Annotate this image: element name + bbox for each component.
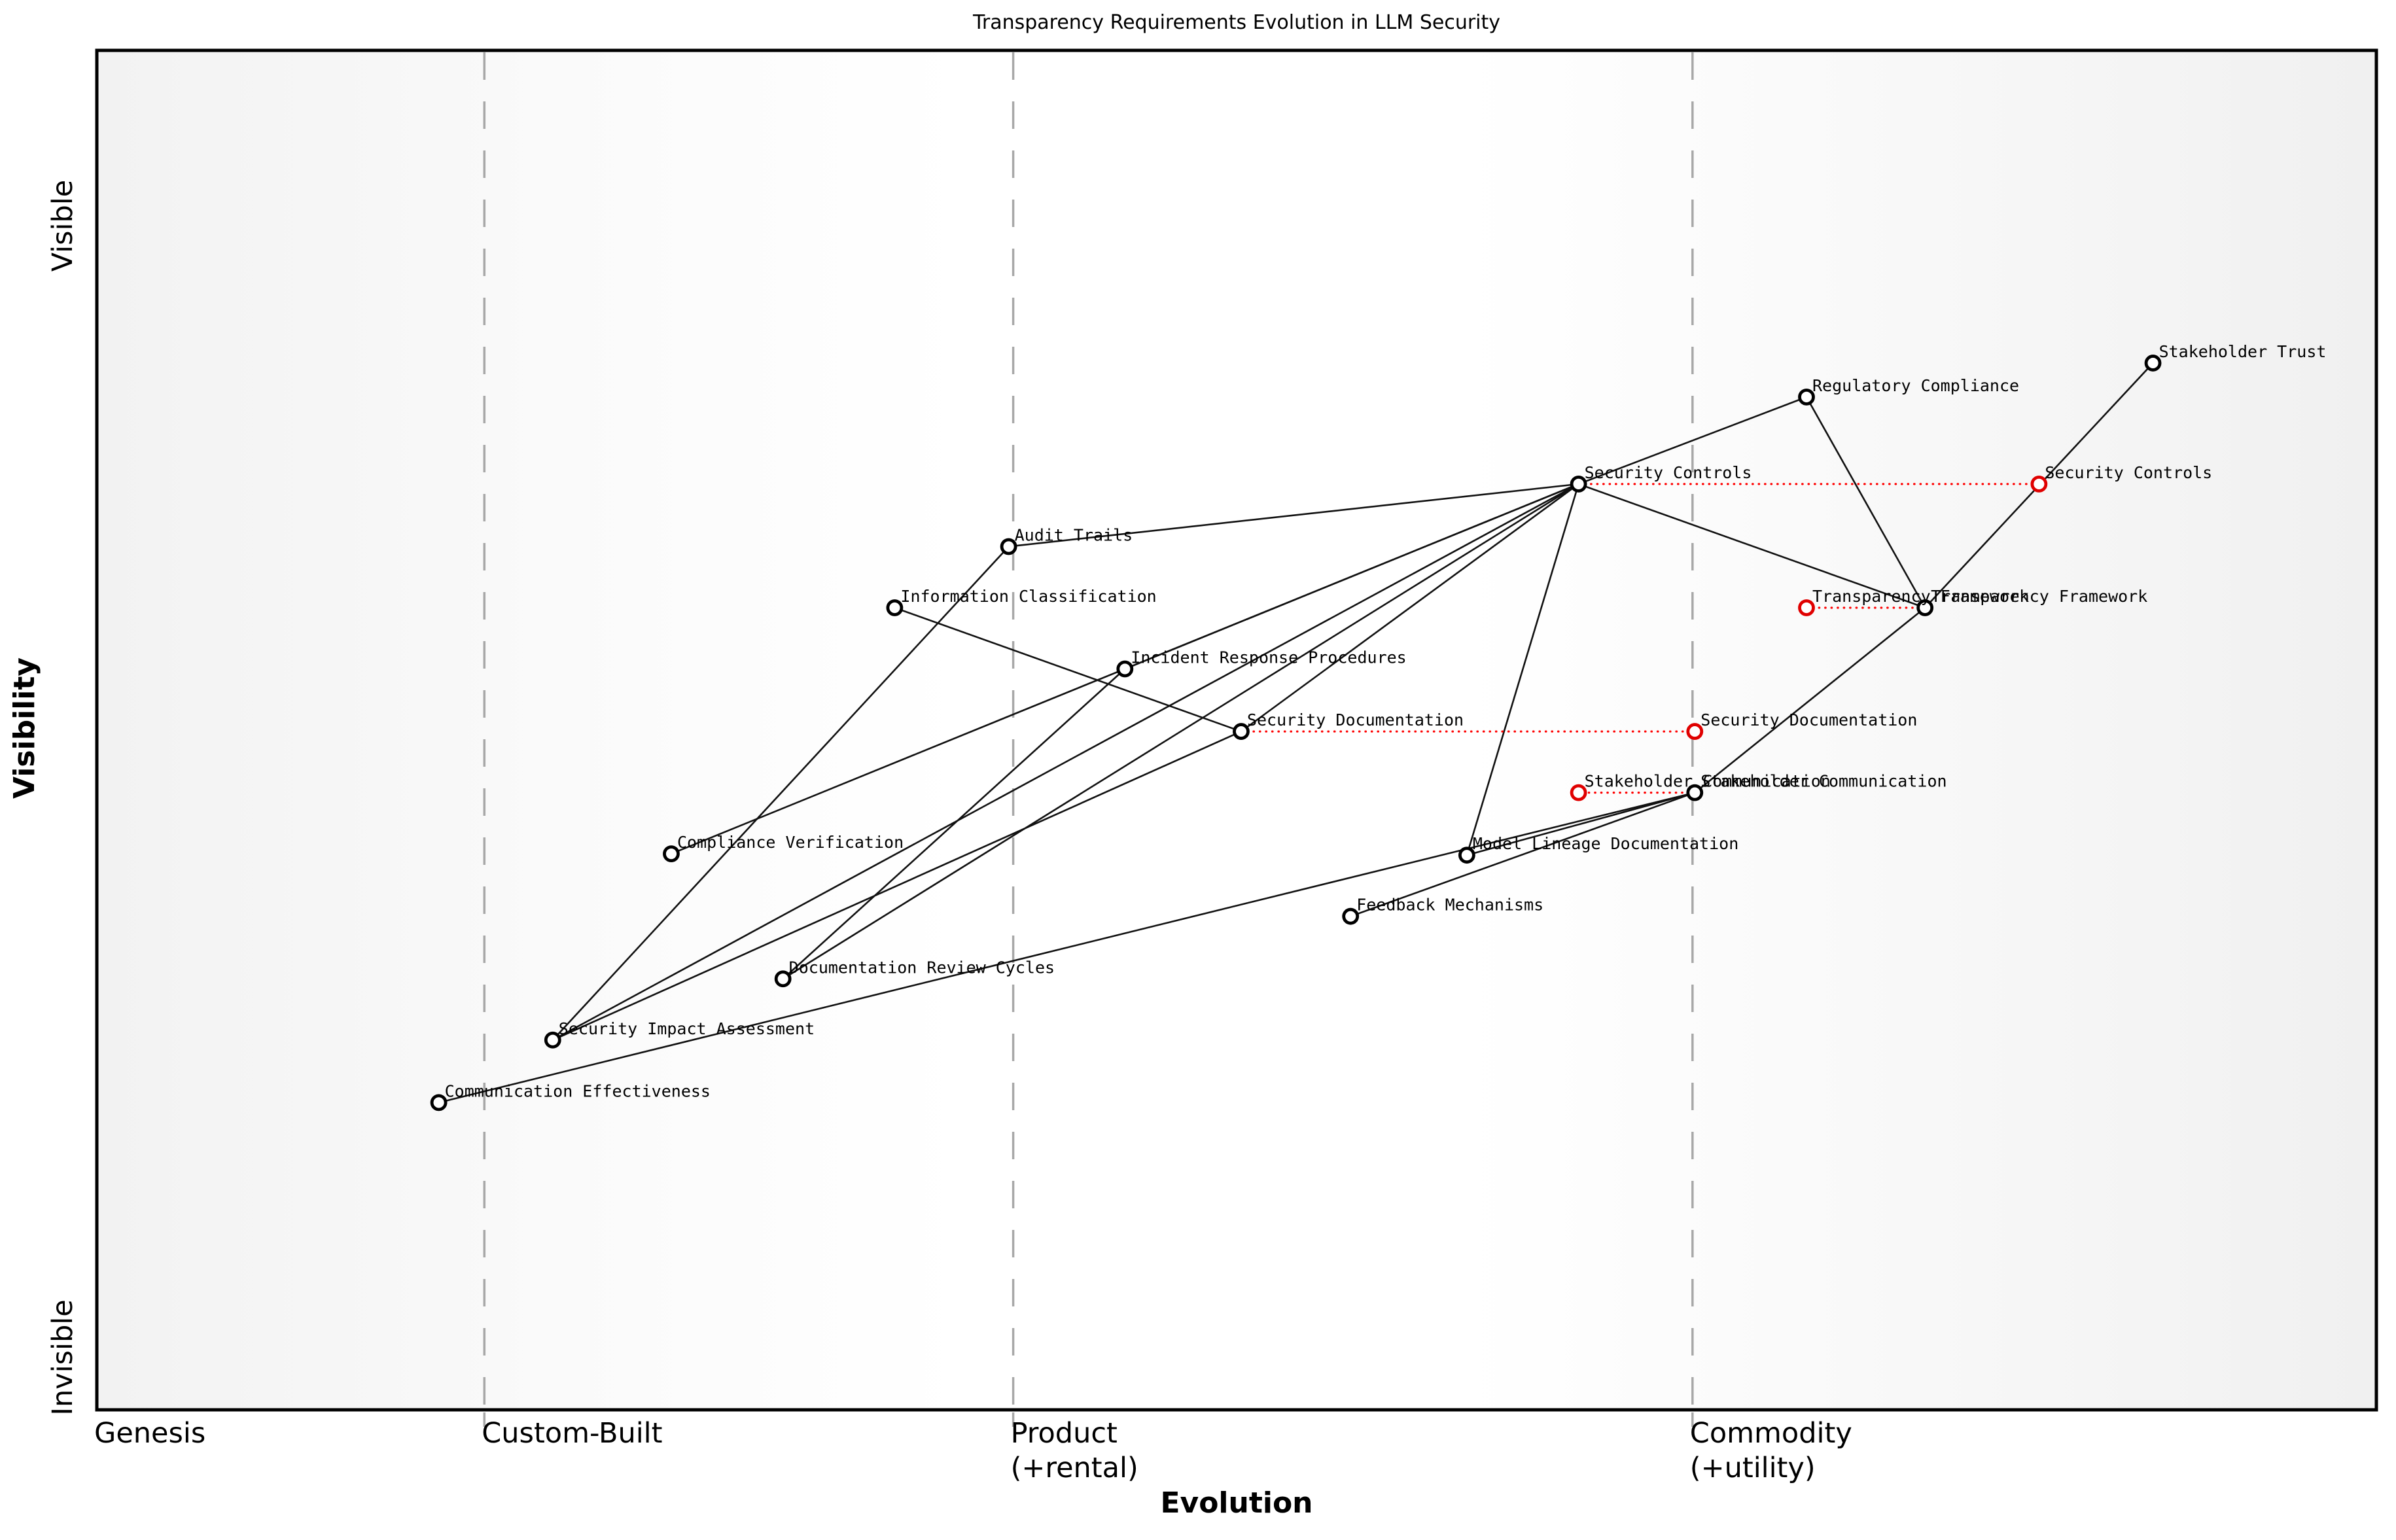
map-node-security-impact-assessment — [544, 1031, 561, 1049]
map-node-label-transparency-framework-evolved: Transparency Framework — [1812, 587, 2029, 606]
map-node-documentation-review-cycles — [774, 970, 792, 988]
map-edge-security-controls--audit-trails — [1008, 483, 1579, 548]
movement-lines-layer — [1240, 483, 2040, 794]
map-node-label-communication-effectiveness: Communication Effectiveness — [445, 1081, 711, 1100]
x-tick-sublabel: (+rental) — [1011, 1452, 1138, 1484]
map-edge-security-controls--regulatory-compliance — [1578, 396, 1807, 485]
map-node-communication-effectiveness — [430, 1094, 448, 1111]
map-edge-transparency-framework--stakeholder-communication — [1694, 606, 1926, 794]
x-tick-sublabel: (+utility) — [1690, 1452, 1816, 1484]
map-edge-security-impact-assessment--security-documentation — [552, 730, 1242, 1041]
map-node-label-security-impact-assessment: Security Impact Assessment — [559, 1019, 815, 1038]
x-tick-label: Genesis — [94, 1417, 205, 1450]
map-edge-security-controls--security-impact-assessment — [552, 483, 1579, 1041]
edges-layer — [438, 362, 2154, 1104]
map-edge-security-impact-assessment--audit-trails — [552, 546, 1010, 1041]
map-node-label-security-controls: Security Controls — [1585, 463, 1752, 482]
map-node-security-documentation-evolved — [1686, 723, 1704, 740]
chart-title: Transparency Requirements Evolution in L… — [972, 11, 1500, 34]
nodes-layer — [430, 355, 2162, 1111]
map-node-transparency-framework — [1916, 599, 1934, 616]
map-node-stakeholder-communication-evolved — [1570, 784, 1587, 801]
map-edge-security-controls--transparency-framework — [1578, 483, 1926, 609]
map-node-transparency-framework-evolved — [1798, 599, 1815, 616]
map-node-feedback-mechanisms — [1342, 907, 1360, 925]
map-edge-regulatory-compliance--transparency-framework — [1805, 396, 1926, 608]
map-node-label-stakeholder-communication-evolved: Stakeholder Communication — [1585, 772, 1831, 791]
map-node-label-security-documentation-evolved: Security Documentation — [1700, 710, 1917, 729]
x-tick-label: Product — [1011, 1417, 1118, 1450]
map-node-security-controls — [1570, 475, 1587, 493]
map-node-label-transparency-framework: Transparency Framework — [1931, 587, 2147, 606]
x-tick-labels-layer: Genesis Custom-Built Product(+rental) Commo… — [94, 1417, 1852, 1484]
node-labels-layer: Stakeholder Trust Regulatory Compliance Se… — [445, 342, 2327, 1100]
map-node-label-stakeholder-communication: Stakeholder Communication — [1700, 772, 1947, 791]
y-axis-title: Visibility — [8, 657, 41, 799]
map-edge-security-controls--security-documentation — [1241, 483, 1579, 733]
y-tick-invisible: Invisible — [46, 1299, 79, 1415]
plot-border — [95, 48, 2378, 1412]
map-node-label-audit-trails: Audit Trails — [1015, 525, 1133, 544]
map-edge-stakeholder-communication--model-lineage-documentation — [1466, 792, 1695, 856]
map-edge-documentation-review-cycles--incident-response-procedures — [782, 668, 1126, 980]
map-node-label-incident-response-procedures: Incident Response Procedures — [1131, 648, 1406, 667]
x-axis-title: Evolution — [1160, 1486, 1313, 1520]
stage-boundaries-layer — [483, 52, 1694, 1427]
map-node-label-security-controls-evolved: Security Controls — [2045, 463, 2212, 482]
map-node-incident-response-procedures — [1116, 660, 1134, 678]
map-node-security-documentation — [1233, 723, 1250, 740]
map-node-security-controls-evolved — [2030, 475, 2048, 493]
y-tick-visible: Visible — [46, 180, 79, 271]
map-node-label-regulatory-compliance: Regulatory Compliance — [1812, 376, 2019, 395]
map-node-label-stakeholder-trust: Stakeholder Trust — [2159, 342, 2327, 361]
x-tick-label: Custom-Built — [482, 1417, 662, 1450]
map-node-label-compliance-verification: Compliance Verification — [677, 833, 904, 852]
map-edge-security-controls--model-lineage-documentation — [1466, 483, 1579, 856]
map-edge-stakeholder-communication--feedback-mechanisms — [1350, 792, 1695, 917]
map-node-compliance-verification — [663, 845, 680, 862]
map-node-model-lineage-documentation — [1458, 847, 1475, 864]
map-node-label-information-classification: Information Classification — [900, 587, 1156, 606]
map-node-label-documentation-review-cycles: Documentation Review Cycles — [789, 958, 1055, 977]
map-node-stakeholder-trust — [2144, 355, 2162, 372]
map-edge-security-controls--documentation-review-cycles — [782, 483, 1579, 980]
map-edge-stakeholder-communication--communication-effectiveness — [438, 792, 1695, 1104]
x-tick-label: Commodity — [1690, 1417, 1852, 1450]
map-node-label-feedback-mechanisms: Feedback Mechanisms — [1356, 896, 1543, 915]
map-node-regulatory-compliance — [1798, 388, 1815, 406]
map-node-label-model-lineage-documentation: Model Lineage Documentation — [1473, 834, 1738, 853]
map-edge-information-classification--security-documentation — [894, 606, 1242, 733]
map-node-stakeholder-communication — [1686, 784, 1704, 801]
map-node-information-classification — [886, 599, 904, 616]
map-node-audit-trails — [1000, 538, 1017, 555]
map-node-label-security-documentation: Security Documentation — [1247, 710, 1464, 729]
